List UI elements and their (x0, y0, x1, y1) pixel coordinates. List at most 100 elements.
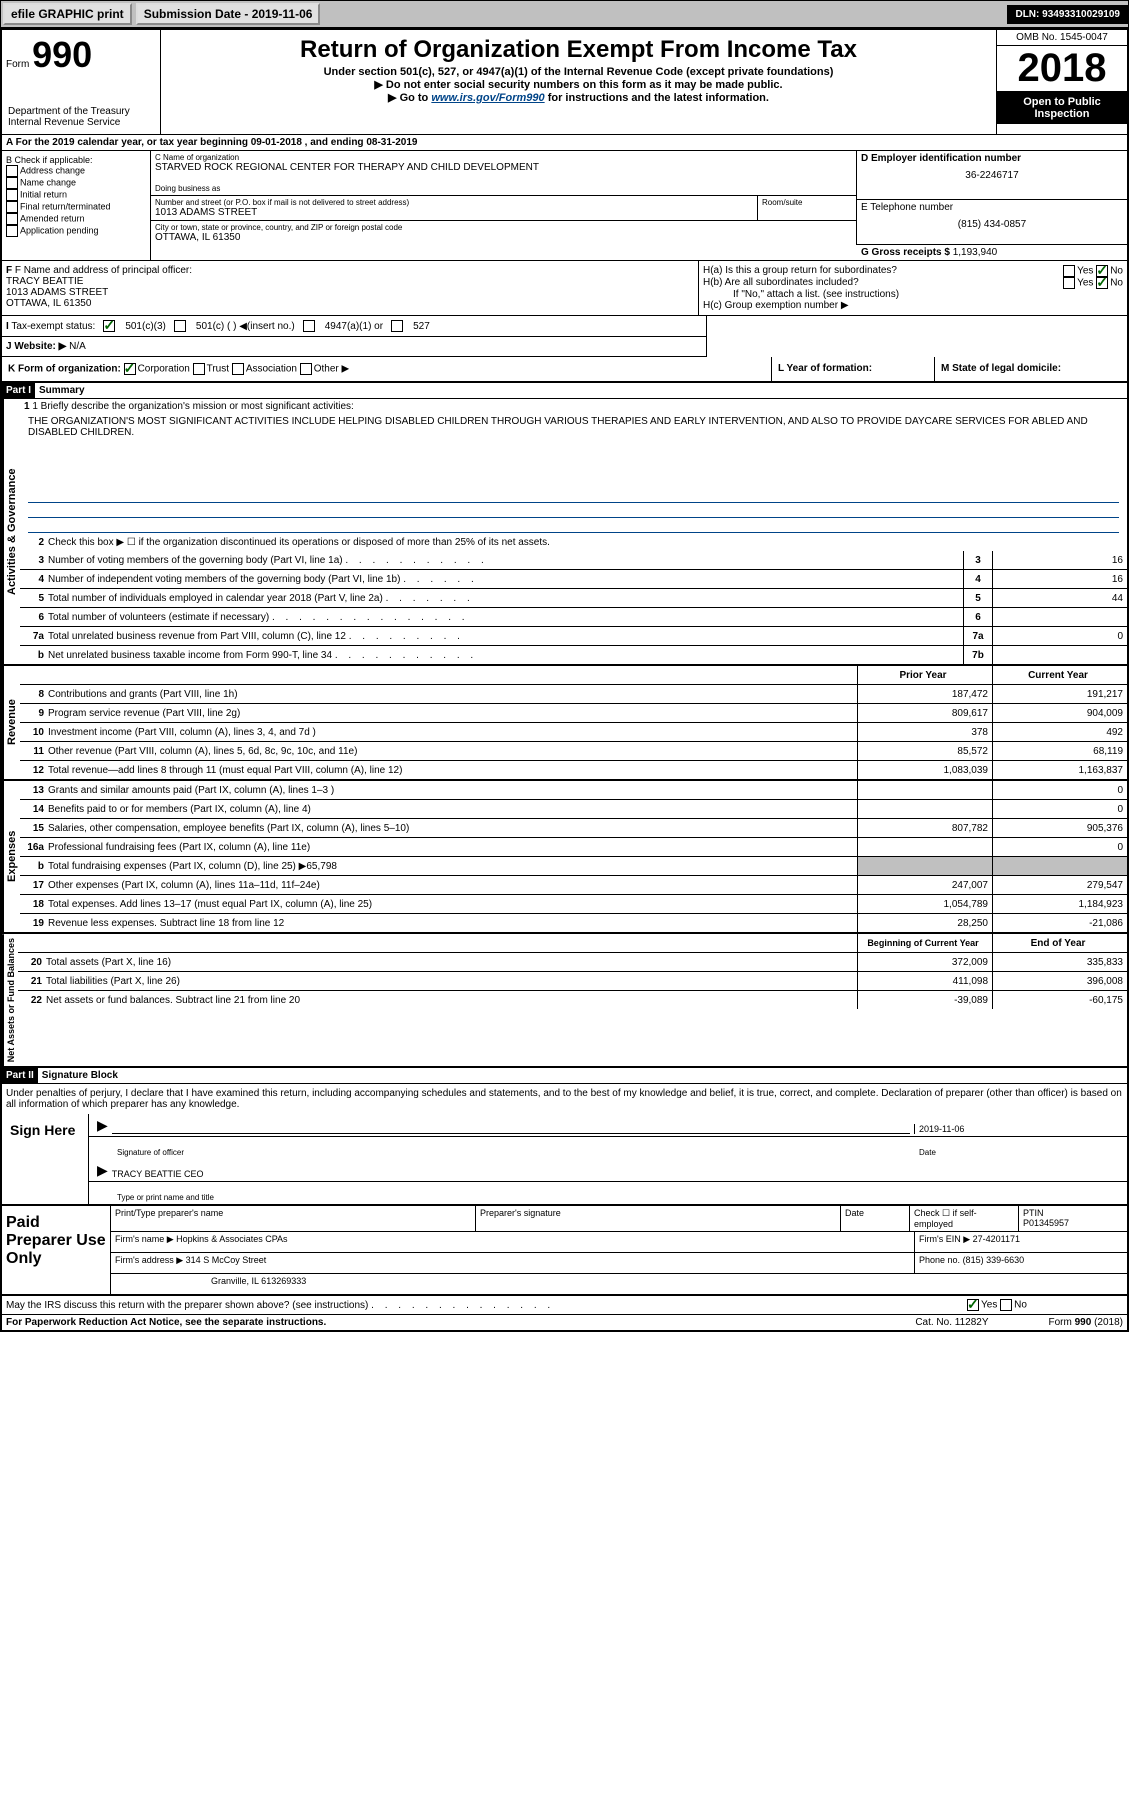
firm-ein: 27-4201171 (973, 1234, 1020, 1244)
submission-date-button[interactable]: Submission Date - 2019-11-06 (136, 3, 321, 25)
checkbox-icon[interactable] (193, 363, 205, 375)
officer-name: TRACY BEATTIE (6, 276, 694, 287)
line-6: Total number of volunteers (estimate if … (48, 611, 963, 624)
open-public-label: Open to Public Inspection (997, 92, 1127, 124)
netassets-side-label: Net Assets or Fund Balances (2, 934, 18, 1066)
form-header: Form 990 Department of the Treasury Inte… (2, 30, 1127, 135)
preparer-sig-label: Preparer's signature (476, 1206, 841, 1231)
line-3-val: 16 (992, 551, 1127, 569)
subtitle-3: ▶ Go to www.irs.gov/Form990 for instruct… (165, 91, 992, 104)
subtitle-1: Under section 501(c), 527, or 4947(a)(1)… (165, 66, 992, 78)
line-5: Total number of individuals employed in … (48, 592, 963, 605)
year-box: OMB No. 1545-0047 2018 Open to Public In… (996, 30, 1127, 134)
paid-label: Paid Preparer Use Only (2, 1206, 111, 1294)
firm-name: Hopkins & Associates CPAs (176, 1234, 287, 1244)
hb-note: If "No," attach a list. (see instruction… (703, 289, 1123, 300)
part1-header: Part I Summary (2, 383, 1127, 399)
paid-preparer-section: Paid Preparer Use Only Print/Type prepar… (2, 1205, 1127, 1296)
ptin-value: P01345957 (1023, 1218, 1069, 1228)
form-label: Form (6, 59, 29, 70)
org-name: STARVED ROCK REGIONAL CENTER FOR THERAPY… (155, 162, 852, 173)
checkbox-icon[interactable] (6, 201, 18, 213)
topbar: efile GRAPHIC print Submission Date - 20… (0, 0, 1129, 28)
gross-receipts: 1,193,940 (953, 247, 998, 258)
activities-section: Activities & Governance 1 1 Briefly desc… (2, 399, 1127, 666)
form-id-box: Form 990 Department of the Treasury Inte… (2, 30, 161, 134)
e-label: E Telephone number (861, 202, 1123, 213)
subtitle-2: ▶ Do not enter social security numbers o… (165, 78, 992, 91)
addr-value: 1013 ADAMS STREET (155, 207, 753, 218)
netassets-section: Net Assets or Fund Balances Beginning of… (2, 934, 1127, 1068)
line-4-val: 16 (992, 570, 1127, 588)
checkbox-icon[interactable] (391, 320, 403, 332)
checkbox-icon[interactable] (6, 177, 18, 189)
checkbox-icon[interactable] (303, 320, 315, 332)
checkbox-icon[interactable] (1000, 1299, 1012, 1311)
checkbox-icon[interactable] (1063, 265, 1075, 277)
form-container: Form 990 Department of the Treasury Inte… (0, 28, 1129, 1332)
hb-label: H(b) Are all subordinates included? (703, 277, 859, 289)
website-row: J Website: ▶ N/A (2, 337, 706, 357)
checkbox-icon[interactable] (232, 363, 244, 375)
expenses-section: Expenses 13Grants and similar amounts pa… (2, 781, 1127, 934)
k-left: K Form of organization: Corporation Trus… (2, 357, 772, 381)
line-7b-val (992, 646, 1127, 664)
h-box: H(a) Is this a group return for subordin… (699, 261, 1127, 315)
mission-text: THE ORGANIZATION'S MOST SIGNIFICANT ACTI… (20, 414, 1127, 488)
checkbox-checked-icon[interactable] (124, 363, 136, 375)
checkbox-icon[interactable] (6, 165, 18, 177)
line-7a-val: 0 (992, 627, 1127, 645)
line-5-val: 44 (992, 589, 1127, 607)
blank-line (28, 488, 1119, 503)
date-label: Date (919, 1148, 1119, 1157)
checkbox-checked-icon[interactable] (1096, 277, 1108, 289)
officer-city: OTTAWA, IL 61350 (6, 298, 694, 309)
revenue-section: Revenue Prior YearCurrent Year 8Contribu… (2, 666, 1127, 781)
part2-header: Part II Signature Block (2, 1068, 1127, 1084)
dln-label: DLN: 93493310029109 (1007, 5, 1128, 24)
row-a: A For the 2019 calendar year, or tax yea… (2, 135, 1127, 151)
dba-label: Doing business as (155, 184, 852, 193)
checkbox-checked-icon[interactable] (967, 1299, 979, 1311)
checkbox-icon[interactable] (1063, 277, 1075, 289)
officer-name-type: TRACY BEATTIE CEO (108, 1169, 1119, 1179)
k-row: K Form of organization: Corporation Trus… (2, 357, 1127, 383)
room-label: Room/suite (762, 198, 852, 207)
hc-label: H(c) Group exemption number ▶ (703, 300, 1123, 311)
addr-label: Number and street (or P.O. box if mail i… (155, 198, 753, 207)
checkbox-icon[interactable] (6, 225, 18, 237)
tax-exempt-row: I Tax-exempt status: 501(c)(3) 501(c) ( … (2, 316, 706, 337)
end-year-header: End of Year (992, 934, 1127, 952)
prior-year-header: Prior Year (857, 666, 992, 684)
efile-button[interactable]: efile GRAPHIC print (3, 3, 132, 25)
phone-value: (815) 434-0857 (861, 213, 1123, 230)
arrow-icon: ▶ (97, 1162, 108, 1179)
checkbox-icon[interactable] (6, 189, 18, 201)
checkbox-icon[interactable] (6, 213, 18, 225)
city-value: OTTAWA, IL 61350 (155, 232, 852, 243)
part1-label: Part I (2, 383, 35, 398)
begin-year-header: Beginning of Current Year (857, 934, 992, 952)
b-label: B Check if applicable: (6, 155, 146, 165)
officer-addr: 1013 ADAMS STREET (6, 287, 694, 298)
firm-city: Granville, IL 613269333 (111, 1274, 1127, 1294)
city-label: City or town, state or province, country… (155, 223, 852, 232)
arrow-icon: ▶ (97, 1117, 108, 1134)
checkbox-icon[interactable] (174, 320, 186, 332)
section-f-h: F F Name and address of principal office… (2, 261, 1127, 316)
line-7a: Total unrelated business revenue from Pa… (48, 630, 963, 643)
sign-here-row: Sign Here ▶ 2019-11-06 Signature of offi… (2, 1114, 1127, 1205)
checkbox-icon[interactable] (300, 363, 312, 375)
sign-here-label: Sign Here (2, 1114, 89, 1204)
checkbox-checked-icon[interactable] (103, 320, 115, 332)
form-title: Return of Organization Exempt From Incom… (165, 36, 992, 64)
section-b-to-g: B Check if applicable: Address change Na… (2, 151, 1127, 261)
name-label: Type or print name and title (117, 1193, 214, 1202)
paperwork-notice: For Paperwork Reduction Act Notice, see … (6, 1317, 855, 1328)
omb-label: OMB No. 1545-0047 (997, 30, 1127, 46)
part2-title: Signature Block (38, 1068, 122, 1083)
ha-label: H(a) Is this a group return for subordin… (703, 265, 897, 277)
irs-link[interactable]: www.irs.gov/Form990 (431, 92, 544, 104)
self-employed-check: Check ☐ if self-employed (910, 1206, 1019, 1231)
form-ref: Form 990 (2018) (1049, 1317, 1123, 1328)
